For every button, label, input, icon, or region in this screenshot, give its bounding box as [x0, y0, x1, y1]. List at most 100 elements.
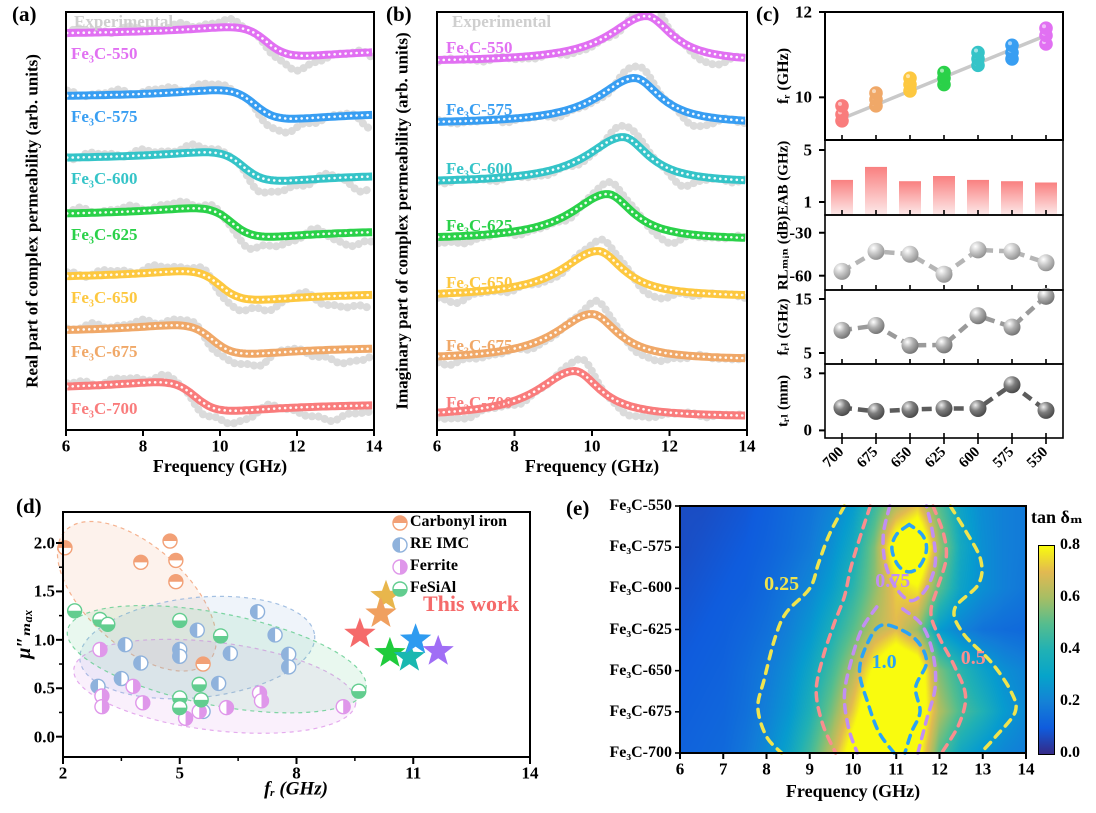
x-tick-label: 8	[510, 436, 519, 456]
d-y-tick-label: 1.5	[33, 581, 55, 601]
x-tick-label: 10	[583, 436, 601, 456]
c-y-tick-label: 10	[795, 87, 812, 107]
c-ylabel: EAB (GHz)	[775, 140, 792, 215]
e-x-tick-label: 6	[675, 759, 685, 779]
this-work-label: This work	[423, 591, 519, 616]
c-y-tick-label: 12	[795, 2, 812, 22]
e-row-label: Fe₃C-700	[609, 744, 672, 761]
series-label: Fe₃C-600	[446, 159, 513, 178]
c-y-tick-label: 5	[803, 140, 813, 160]
c-y-tick-label: 0	[803, 420, 813, 440]
colorbar-tick-label: 0.8	[1060, 536, 1080, 553]
d-y-tick-label: 0.5	[33, 678, 55, 698]
e-x-tick-label: 8	[762, 759, 771, 779]
series-label: Fe₃C-600	[71, 169, 138, 188]
panel-d-ylabel: μ″ₘₐₓ	[13, 609, 35, 659]
series-label: Fe₃C-675	[446, 336, 513, 355]
d-x-tick-label: 2	[58, 763, 68, 783]
series-label: Fe₃C-675	[71, 342, 138, 361]
c-y-tick-label: 3	[803, 363, 813, 383]
series-label: Fe₃C-700	[71, 399, 138, 418]
series-label: Fe₃C-625	[446, 216, 513, 235]
series-label: Fe₃C-650	[446, 273, 513, 292]
x-tick-label: 14	[365, 436, 383, 456]
colorbar	[1038, 545, 1055, 755]
panel-a-graphics	[65, 11, 375, 436]
x-tick-label: 6	[432, 436, 442, 456]
c-y-tick-label: -60	[789, 266, 812, 286]
x-tick-label: 10	[211, 436, 229, 456]
x-tick-label: 12	[661, 436, 678, 456]
c-y-tick-label: 1	[803, 192, 813, 212]
d-y-tick-label: 2.0	[33, 533, 55, 553]
panel-a-xlabel: Frequency (GHz)	[152, 456, 288, 476]
series-label: Fe₃C-575	[71, 107, 138, 126]
series-label: Fe₃C-625	[71, 225, 138, 244]
series-label: Fe₃C-700	[446, 393, 513, 412]
e-row-label: Fe₃C-650	[609, 661, 672, 679]
panel-d-graphics	[56, 511, 531, 764]
e-x-tick-label: 14	[1017, 759, 1035, 779]
panel-e-xlabel: Frequency (GHz)	[785, 781, 921, 801]
x-tick-label: 8	[138, 436, 148, 456]
c-y-tick-label: 15	[795, 289, 812, 309]
e-row-label: Fe₃C-575	[609, 538, 672, 556]
c-y-tick-label: 5	[803, 343, 813, 363]
colorbar-tick-label: 0.0	[1060, 744, 1080, 761]
e-row-label: Fe₃C-625	[609, 620, 672, 638]
panel-d-xlabel: fᵣ (GHz)	[264, 778, 328, 800]
series-label: Fe₃C-550	[71, 44, 138, 63]
c-ylabel: RLₘᵢₙ (dB)	[775, 215, 792, 290]
colorbar-tick-label: 0.4	[1060, 640, 1080, 657]
panel-b-xlabel: Frequency (GHz)	[524, 456, 660, 476]
panel-a-tag: (a)	[12, 2, 37, 26]
panel-b-ylabel: Imaginary part of complex permeability (…	[392, 32, 412, 410]
panel-e-tag: (e)	[566, 496, 590, 520]
legend-item-label: RE IMC	[410, 535, 470, 552]
e-x-tick-label: 10	[844, 759, 862, 779]
e-x-tick-label: 7	[719, 759, 728, 779]
contour-label: 1.0	[871, 650, 897, 673]
series-label: Fe₃C-550	[446, 38, 513, 57]
c-ylabel: tᵣₗ (mm)	[775, 375, 792, 427]
panel-e-graphics	[675, 504, 1027, 759]
e-row-label: Fe₃C-675	[609, 702, 672, 720]
c-ylabel: fᵣ (GHz)	[775, 47, 792, 105]
e-row-label: Fe₃C-600	[609, 579, 672, 597]
colorbar-title: tan δₘ	[1031, 507, 1083, 527]
colorbar-tick-label: 0.6	[1060, 588, 1080, 605]
d-x-tick-label: 5	[175, 763, 185, 783]
colorbar-tick-label: 0.2	[1060, 692, 1080, 709]
e-x-tick-label: 11	[888, 759, 905, 779]
legend-item-label: FeSiAl	[410, 579, 457, 596]
e-row-label: Fe₃C-550	[609, 497, 672, 514]
panel-b-graphics	[436, 11, 748, 436]
d-x-tick-label: 14	[521, 763, 539, 783]
c-ylabel: fᵣₗ (GHz)	[775, 298, 792, 356]
heatmap-canvas	[680, 506, 1026, 753]
d-y-tick-label: 0.0	[33, 727, 55, 747]
contour-label: 0.25	[764, 573, 800, 596]
panel-b-tag: (b)	[386, 2, 412, 26]
d-x-tick-label: 8	[292, 763, 301, 783]
panel-b-experimental-label: Experimental	[452, 12, 552, 31]
contour-label: 0.75	[875, 569, 911, 592]
panel-a-ylabel: Real part of complex permeability (arb. …	[22, 54, 42, 388]
panel-c-graphics	[819, 11, 1064, 444]
panel-d-tag: (d)	[16, 494, 42, 518]
legend-item-label: Carbonyl iron	[410, 513, 508, 530]
legend-item-label: Ferrite	[410, 557, 458, 574]
contour-label: 0.5	[960, 647, 986, 670]
x-tick-label: 14	[738, 436, 756, 456]
series-label: Fe₃C-575	[446, 100, 513, 119]
panel-a-experimental-label: Experimental	[74, 12, 174, 31]
d-y-tick-label: 1.0	[33, 630, 55, 650]
e-x-tick-label: 12	[931, 759, 948, 779]
x-tick-label: 12	[288, 436, 306, 456]
series-label: Fe₃C-650	[71, 288, 138, 307]
panel-c-tag: (c)	[756, 2, 780, 26]
c-y-tick-label: -30	[789, 223, 812, 243]
x-tick-label: 6	[61, 436, 71, 456]
